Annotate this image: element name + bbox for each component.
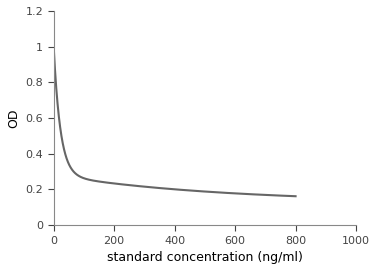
X-axis label: standard concentration (ng/ml): standard concentration (ng/ml) (107, 251, 303, 264)
Y-axis label: OD: OD (7, 108, 20, 128)
